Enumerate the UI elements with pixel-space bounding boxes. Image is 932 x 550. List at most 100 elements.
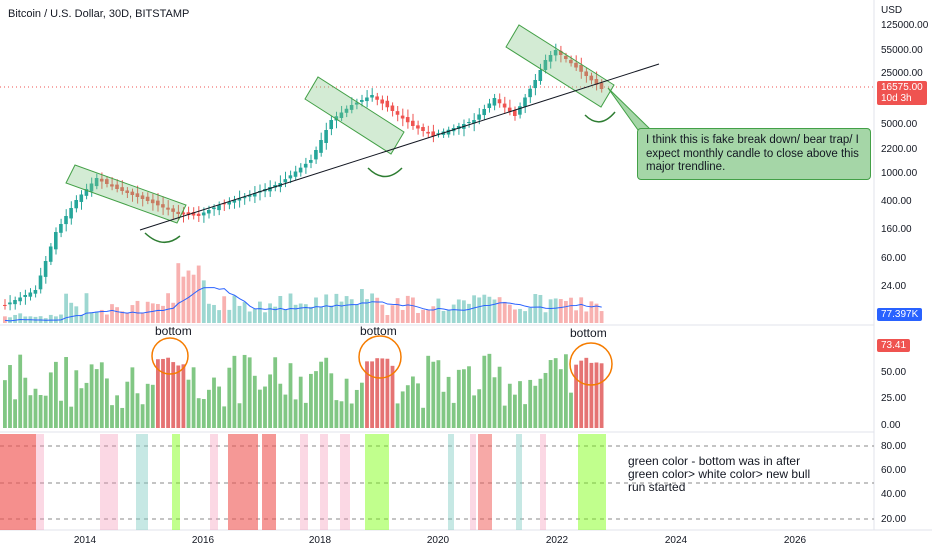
heatmap-band xyxy=(516,434,522,530)
candle-body xyxy=(171,208,175,212)
volume-bar xyxy=(421,309,425,323)
channel-rectangle[interactable] xyxy=(505,24,615,108)
oscillator-bar xyxy=(538,378,543,428)
oscillator-bar xyxy=(18,354,23,428)
price-tick: 125000.00 xyxy=(881,20,929,31)
oscillator-bar xyxy=(548,360,553,428)
heatmap-tick: 80.00 xyxy=(881,441,906,452)
oscillator-bar xyxy=(344,378,349,428)
volume-bar xyxy=(462,300,466,323)
oscillator-bar xyxy=(303,402,308,428)
oscillator-bar xyxy=(125,381,130,428)
volume-bar xyxy=(533,294,538,323)
volume-bar xyxy=(589,301,594,323)
volume-bar xyxy=(482,294,487,323)
oscillator-bar xyxy=(94,369,99,428)
heatmap-band xyxy=(136,434,148,530)
oscillator-bar xyxy=(558,369,563,428)
volume-bar xyxy=(528,307,533,323)
volume-bar xyxy=(385,314,390,323)
candle-body xyxy=(395,111,400,115)
volume-bar xyxy=(538,294,543,323)
volume-bar xyxy=(492,299,497,323)
bottom-circle[interactable] xyxy=(151,337,189,375)
oscillator-bar xyxy=(207,389,211,428)
heatmap-band xyxy=(228,434,258,530)
oscillator-bar xyxy=(298,376,303,428)
oscillator-bar xyxy=(594,362,599,428)
volume-bar xyxy=(150,303,155,323)
oscillator-bar xyxy=(416,383,420,428)
volume-bar xyxy=(523,311,527,323)
volume-bar xyxy=(548,299,553,323)
candle-body xyxy=(569,59,573,64)
volume-bar xyxy=(212,304,216,323)
volume-bar xyxy=(263,312,267,323)
candle-body xyxy=(156,200,160,206)
oscillator-bar xyxy=(54,361,58,428)
volume-bar xyxy=(543,312,548,323)
price-tick: 60.00 xyxy=(881,253,906,264)
candle-body xyxy=(166,207,170,210)
major-trendline[interactable] xyxy=(139,63,660,231)
volume-bar xyxy=(110,304,114,323)
oscillator-bar xyxy=(59,400,63,428)
bottom-circle[interactable] xyxy=(358,335,402,379)
candle-body xyxy=(574,62,578,68)
bottom-curve[interactable] xyxy=(367,167,403,178)
volume-bar xyxy=(130,305,135,323)
time-axis[interactable]: 2014 2016 2018 2020 2022 2024 2026 xyxy=(74,535,807,546)
oscillator-bar xyxy=(446,376,451,428)
candle-body xyxy=(84,189,89,196)
candle-body xyxy=(161,204,165,208)
bottom-curve[interactable] xyxy=(584,111,616,123)
price-axis[interactable]: 125000.0055000.0025000.0012000.005000.00… xyxy=(881,20,929,292)
channel-rectangle[interactable] xyxy=(304,76,405,155)
candle-body xyxy=(467,122,471,124)
candle-body xyxy=(533,80,537,89)
channel-rectangle[interactable] xyxy=(65,164,187,224)
oscillator-bar xyxy=(227,367,232,428)
oscillator-bar xyxy=(186,379,191,428)
time-tick: 2020 xyxy=(427,535,450,546)
bottom-label[interactable]: bottom xyxy=(360,324,397,338)
bottom-label[interactable]: bottom xyxy=(570,326,607,340)
oscillator-bar xyxy=(217,386,221,428)
volume-bar xyxy=(395,298,400,323)
callout-note[interactable]: I think this is fake break down/ bear tr… xyxy=(637,128,871,180)
volume-bar xyxy=(161,305,165,323)
candle-body xyxy=(135,193,140,197)
oscillator-bar xyxy=(258,389,262,428)
candle-body xyxy=(237,198,242,201)
oscillator-bar xyxy=(79,388,84,428)
symbol-title[interactable]: Bitcoin / U.S. Dollar, 30D, BITSTAMP xyxy=(8,8,190,20)
volume-bar xyxy=(293,304,298,323)
candle-body xyxy=(252,193,257,197)
candle-body xyxy=(89,183,94,192)
candle-body xyxy=(268,187,272,192)
candle-body xyxy=(186,212,191,215)
candle-body xyxy=(140,195,145,199)
candle-body xyxy=(207,210,211,214)
oscillator-bar xyxy=(456,369,461,428)
heatmap-band xyxy=(320,434,328,530)
volume-bar xyxy=(232,295,237,323)
candle-body xyxy=(212,207,216,210)
oscillator-bar xyxy=(181,364,186,428)
currency-label: USD xyxy=(881,5,902,16)
legend-note[interactable]: green color - bottom was in after green … xyxy=(628,454,811,494)
oscillator-bar xyxy=(232,355,237,428)
oscillator-bar xyxy=(360,382,364,428)
bottom-curve[interactable] xyxy=(144,232,181,243)
candle-body xyxy=(120,187,124,191)
bottom-circle[interactable] xyxy=(569,342,613,386)
volume-bar xyxy=(278,295,283,323)
oscillator-bar xyxy=(278,383,283,428)
heatmap-axis[interactable]: 80.00 60.00 40.00 20.00 xyxy=(881,441,906,525)
bottom-label[interactable]: bottom xyxy=(155,324,192,338)
oscillator-bar xyxy=(441,391,446,428)
volume-bar xyxy=(186,270,191,323)
oscillator-bar xyxy=(64,357,68,428)
